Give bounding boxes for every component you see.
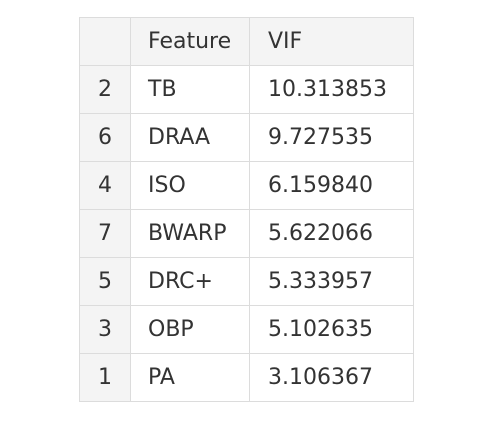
row-vif: 5.333957 [249,257,414,306]
row-vif: 3.106367 [249,353,414,402]
table-row: 7 BWARP 5.622066 [79,209,414,258]
row-feature: BWARP [130,209,250,258]
row-vif: 5.622066 [249,209,414,258]
row-index: 7 [79,209,131,258]
row-index: 3 [79,305,131,354]
header-feature: Feature [130,17,250,66]
table-row: 5 DRC+ 5.333957 [79,257,414,306]
row-feature: OBP [130,305,250,354]
table-row: 6 DRAA 9.727535 [79,113,414,162]
row-feature: DRC+ [130,257,250,306]
row-vif: 10.313853 [249,65,414,114]
row-feature: TB [130,65,250,114]
table-row: 3 OBP 5.102635 [79,305,414,354]
table-row: 1 PA 3.106367 [79,353,414,402]
header-index [79,17,131,66]
row-index: 1 [79,353,131,402]
row-feature: PA [130,353,250,402]
row-index: 5 [79,257,131,306]
row-index: 4 [79,161,131,210]
table-header-row: Feature VIF [79,17,414,66]
row-feature: ISO [130,161,250,210]
row-index: 6 [79,113,131,162]
row-vif: 9.727535 [249,113,414,162]
row-feature: DRAA [130,113,250,162]
vif-table-container: Feature VIF 2 TB 10.313853 6 DRAA 9.7275… [79,17,414,402]
row-vif: 5.102635 [249,305,414,354]
row-index: 2 [79,65,131,114]
table-row: 2 TB 10.313853 [79,65,414,114]
row-vif: 6.159840 [249,161,414,210]
header-vif: VIF [249,17,414,66]
vif-table: Feature VIF 2 TB 10.313853 6 DRAA 9.7275… [79,17,414,402]
table-row: 4 ISO 6.159840 [79,161,414,210]
